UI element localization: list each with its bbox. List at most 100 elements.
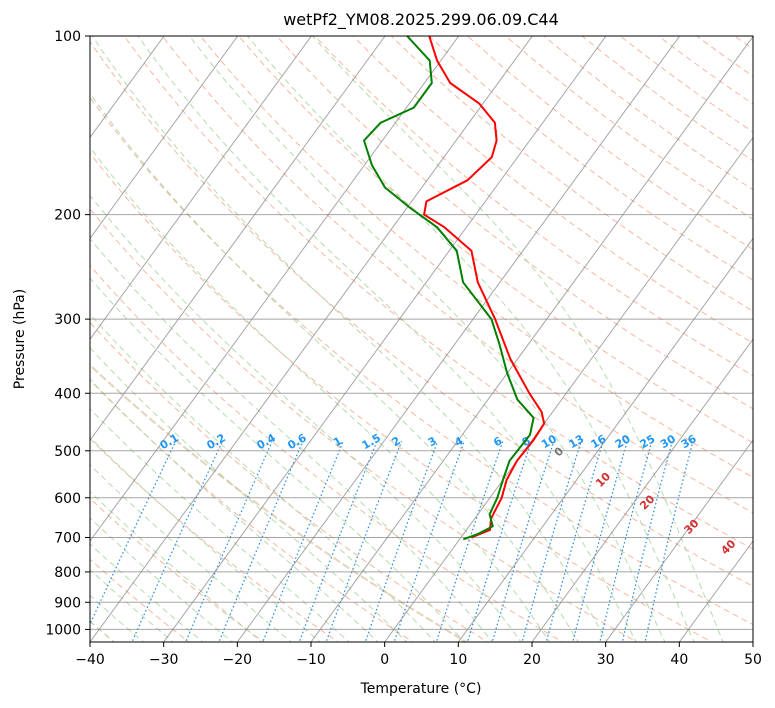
- x-tick-label: −20: [223, 652, 253, 668]
- moist-adiabat-line: [90, 238, 494, 642]
- chart-title: wetPf2_YM08.2025.299.06.09.C44: [283, 10, 559, 30]
- moist-adiabat-line: [91, 36, 608, 642]
- isotherm-line: [90, 36, 533, 642]
- isotherm-line: [531, 338, 753, 642]
- dry-adiabat-line: [657, 36, 753, 105]
- mixing-ratio-line: [393, 441, 465, 642]
- dry-adiabat-line: [276, 36, 753, 410]
- mixing-ratio-line: [621, 441, 673, 642]
- moist-adiabat-label: 10: [593, 470, 613, 490]
- mixing-ratio-line: [364, 441, 439, 642]
- isotherm-line: [90, 36, 239, 240]
- y-axis-label: Pressure (hPa): [12, 289, 28, 389]
- mixing-ratio-line: [599, 441, 653, 642]
- mixing-ratio-line: [90, 441, 177, 626]
- mixing-ratio-label: 4: [452, 434, 465, 449]
- dry-adiabat-line: [352, 36, 753, 344]
- dry-adiabat-line: [90, 208, 639, 642]
- moist-adiabat-line: [137, 36, 637, 642]
- dry-adiabat-line: [90, 321, 489, 642]
- mixing-ratio-line: [298, 441, 378, 642]
- x-tick-label: 0: [380, 652, 389, 668]
- mixing-ratio-label: 0.4: [255, 431, 279, 452]
- mixing-ratio-line: [466, 441, 532, 642]
- mixing-ratio-label: 3: [426, 434, 439, 449]
- y-tick-label: 600: [54, 491, 81, 507]
- moist-adiabat-label: 0: [552, 444, 567, 459]
- moist-adiabat-line: [90, 436, 321, 642]
- mixing-ratio-line: [325, 441, 403, 642]
- mixing-ratio-label: 2: [390, 434, 403, 449]
- x-axis-label: Temperature (°C): [360, 681, 482, 697]
- y-tick-label: 1000: [45, 622, 81, 638]
- moist-adiabat-line: [247, 36, 695, 642]
- dry-adiabat-line: [90, 379, 414, 642]
- dry-adiabat-line: [238, 36, 753, 444]
- dry-adiabat-line: [90, 558, 190, 642]
- moist-adiabat-line: [90, 92, 579, 642]
- x-tick-label: 50: [744, 652, 762, 668]
- temperature-profile-line: [423, 36, 546, 539]
- saturation-curve: [90, 363, 469, 642]
- mixing-ratio-line: [218, 441, 304, 642]
- dry-adiabat-line: [90, 40, 753, 587]
- grid-layer: [90, 36, 753, 642]
- y-tick-label: 200: [54, 208, 81, 224]
- dry-adiabat-line: [505, 36, 753, 220]
- y-tick-label: 300: [54, 312, 81, 328]
- dry-adiabat-line: [619, 36, 753, 133]
- isotherm-line: [384, 136, 753, 642]
- moist-adiabat-line: [189, 36, 666, 642]
- moist-adiabat-line: [90, 408, 350, 642]
- isotherm-line: [163, 36, 607, 642]
- mixing-ratio-line: [521, 441, 582, 642]
- isotherm-line: [310, 36, 753, 642]
- dry-adiabat-line: [90, 497, 265, 642]
- isotherm-line: [457, 237, 753, 642]
- isotherm-line: [605, 439, 753, 642]
- dry-adiabat-line: [90, 264, 564, 642]
- y-tick-label: 100: [54, 29, 81, 45]
- moist-adiabat-label: 20: [637, 492, 657, 512]
- mixing-ratio-label: 0.2: [205, 431, 228, 452]
- line-labels-layer: -100-90-80-70-60-50-40-30-20-100.10.20.4…: [67, 416, 739, 558]
- dry-adiabat-line: [123, 36, 753, 550]
- dry-adiabat-line: [428, 36, 753, 281]
- moist-adiabat-line: [90, 543, 204, 642]
- dry-adiabat-line: [543, 36, 753, 191]
- mixing-ratio-line: [545, 441, 604, 642]
- moist-adiabat-line: [90, 347, 408, 642]
- dry-adiabat-line: [581, 36, 753, 162]
- moist-adiabat-line: [90, 490, 263, 642]
- x-tick-label: −30: [149, 652, 179, 668]
- series-layer: [363, 36, 546, 541]
- dry-adiabat-line: [161, 36, 753, 514]
- x-tick-label: 20: [523, 652, 541, 668]
- moist-adiabat-line: [90, 146, 551, 642]
- dry-adiabat-line: [90, 96, 753, 626]
- mixing-ratio-label: 30: [658, 432, 678, 451]
- moist-adiabat-line: [90, 194, 522, 642]
- mixing-ratio-line: [185, 441, 273, 642]
- mixing-ratio-line: [262, 441, 344, 642]
- y-tick-label: 400: [54, 386, 81, 402]
- dry-adiabat-label: -10: [67, 416, 90, 440]
- isotherm-line: [236, 36, 681, 642]
- mixing-ratio-line: [491, 441, 555, 642]
- x-tick-label: −40: [75, 652, 105, 668]
- isotherm-line: [90, 36, 386, 442]
- mixing-ratio-label: 13: [567, 432, 587, 451]
- y-axis: 100 200 300 400 500 600 700 800 900 1000: [45, 29, 90, 638]
- dry-adiabat-line: [314, 36, 753, 377]
- x-tick-label: 30: [597, 652, 615, 668]
- moist-adiabat-line: [90, 517, 234, 642]
- mixing-ratio-label: 36: [679, 432, 699, 451]
- dry-adiabat-line: [90, 438, 340, 642]
- isotherm-line: [90, 36, 460, 542]
- x-axis: −40 −30 −20 −10 0 10 20 30 40 50: [75, 642, 762, 668]
- moist-adiabat-line: [312, 36, 724, 642]
- mixing-ratio-label: 1.5: [360, 431, 383, 452]
- mixing-ratio-line: [435, 441, 504, 642]
- x-tick-label: 10: [449, 652, 467, 668]
